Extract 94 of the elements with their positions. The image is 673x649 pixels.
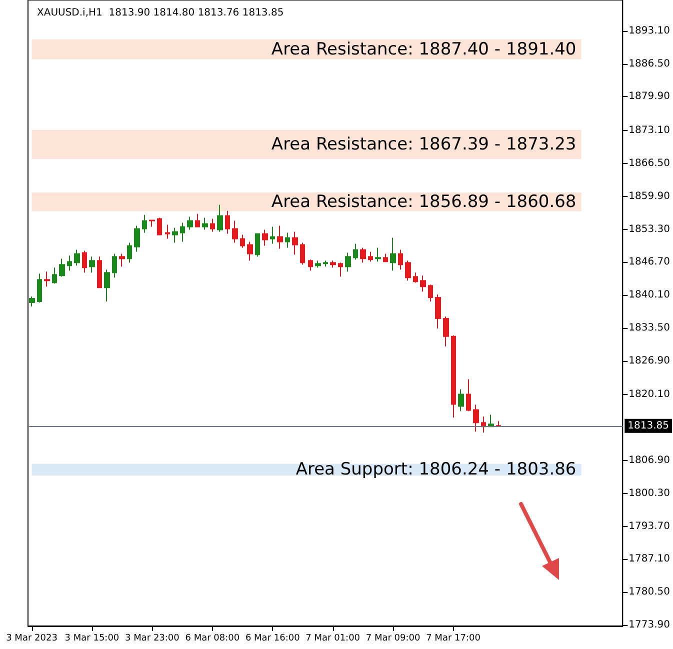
candlestick (240, 234, 245, 248)
candlestick (232, 220, 238, 244)
candlestick (458, 388, 464, 412)
candlestick (481, 416, 486, 434)
y-tick-label: 1800.30 (628, 488, 670, 499)
candlestick (360, 247, 366, 264)
candlestick (149, 220, 155, 228)
y-tick-label: 1833.50 (628, 322, 670, 334)
candlestick (157, 217, 162, 236)
candlestick (44, 271, 50, 288)
candlestick (277, 225, 283, 250)
candlestick (67, 255, 72, 272)
x-tick-label: 3 Mar 23:00 (125, 634, 180, 644)
candlestick (180, 222, 185, 242)
candlestick (247, 241, 253, 262)
y-tick-label: 1793.70 (628, 520, 670, 532)
candlestick (323, 260, 328, 268)
candlestick (255, 233, 260, 258)
candlestick (37, 273, 42, 304)
x-tick-label: 6 Mar 08:00 (185, 634, 240, 644)
y-tick-label: 1879.90 (628, 91, 670, 102)
candlestick (390, 237, 396, 272)
candlestick (202, 217, 208, 230)
y-tick-label: 1893.10 (628, 25, 670, 36)
y-tick-label: 1820.10 (628, 389, 670, 400)
x-tick-label: 3 Mar 15:00 (64, 634, 120, 644)
band-label: Area Resistance: 1856.89 - 1860.68 (271, 192, 576, 212)
candlestick (300, 242, 305, 266)
candlestick (104, 269, 110, 302)
x-tick-label: 7 Mar 01:00 (306, 634, 360, 644)
y-tick-label: 1859.90 (628, 190, 670, 202)
candlestick (338, 262, 343, 278)
candlestick (368, 251, 373, 262)
candlestick (420, 275, 426, 292)
x-tick-label: 7 Mar 09:00 (366, 634, 421, 644)
candlestick (496, 420, 501, 427)
band-label: Area Resistance: 1887.40 - 1891.40 (271, 39, 576, 60)
candlestick (443, 316, 449, 347)
candlestick (405, 260, 411, 282)
candlestick (315, 260, 321, 268)
candlestick (210, 218, 215, 232)
candlestick (89, 256, 95, 274)
candlestick (119, 253, 125, 268)
candlestick (435, 294, 441, 329)
candlestick (172, 227, 178, 244)
candlestick (473, 404, 479, 432)
candlestick (112, 253, 117, 278)
x-tick-label: 7 Mar 17:00 (426, 634, 481, 644)
y-tick-label: 1853.30 (628, 224, 670, 235)
candlestick (52, 267, 57, 284)
candlestick (466, 378, 471, 412)
text: XAUUSD.i,H1 1813.90 1814.80 1813.76 1813.85 (37, 8, 284, 18)
ref-line-label: 1813.85 (628, 420, 670, 432)
candlestick (29, 296, 35, 308)
y-tick-label: 1873.10 (628, 125, 670, 136)
candlestick (142, 214, 147, 234)
y-tick-label: 1787.10 (628, 554, 670, 565)
candlestick (345, 252, 351, 272)
y-tick-label: 1826.90 (628, 355, 670, 366)
band-label: Area Support: 1806.24 - 1803.86 (296, 460, 576, 480)
y-tick-label: 1866.50 (628, 158, 670, 169)
candlestick (127, 242, 132, 264)
candlestick (134, 225, 140, 252)
candlestick (383, 253, 388, 262)
candlestick (353, 243, 358, 260)
y-tick-label: 1780.50 (628, 586, 670, 598)
candlestick (398, 249, 403, 270)
candlestick (82, 250, 87, 274)
candlestick (225, 210, 230, 234)
candlestick (59, 258, 65, 278)
x-tick-label: 6 Mar 16:00 (245, 634, 300, 644)
candlestick (74, 249, 80, 266)
candlestick (217, 204, 223, 232)
y-tick-label: 1773.90 (628, 620, 670, 631)
candlestick (428, 284, 433, 302)
candlestick (292, 231, 298, 256)
candlestick (285, 232, 290, 248)
candlestick (413, 272, 418, 284)
candlestick (165, 224, 170, 240)
candlestick (97, 256, 102, 288)
x-tick-label: 3 Mar 2023 (6, 634, 58, 644)
candlestick (375, 247, 381, 262)
y-tick-label: 1886.50 (628, 58, 670, 70)
candlestick (330, 260, 336, 268)
candlestick (270, 226, 275, 244)
band-label: Area Resistance: 1867.39 - 1873.23 (271, 134, 576, 154)
candlestick (195, 213, 200, 228)
candlestick (187, 216, 193, 230)
y-tick-label: 1840.10 (628, 290, 670, 301)
candlestick (451, 334, 456, 418)
candlestick (262, 229, 268, 246)
y-tick-label: 1846.70 (628, 256, 670, 268)
y-tick-label: 1806.90 (628, 455, 670, 466)
candlestick (308, 259, 313, 272)
